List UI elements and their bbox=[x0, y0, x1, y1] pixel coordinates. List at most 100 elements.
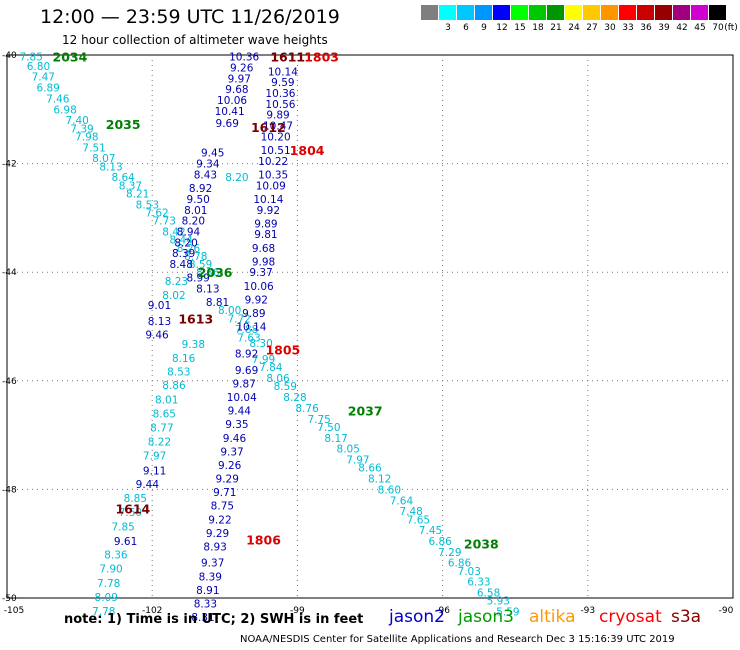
data-point-jason3: 6.86 bbox=[448, 558, 472, 570]
data-point-jason3: 7.46 bbox=[46, 93, 70, 105]
x-tick-label: -99 bbox=[290, 606, 305, 616]
data-point-jason2: 10.06 bbox=[217, 95, 247, 107]
data-point-jason2: 9.81 bbox=[254, 229, 277, 241]
data-point-jason3: 8.36 bbox=[104, 550, 128, 562]
legend-swatch-label: 9 bbox=[481, 23, 487, 33]
data-point-jason3: 8.66 bbox=[358, 463, 382, 475]
data-point-jason2: 9.45 bbox=[201, 148, 224, 160]
data-point-jason2: 9.69 bbox=[235, 365, 258, 377]
track-label: 2036 bbox=[198, 265, 233, 280]
data-point-jason2: 9.50 bbox=[186, 194, 209, 206]
legend-swatch-label: 6 bbox=[463, 23, 469, 33]
data-point-jason2: 8.99 bbox=[186, 273, 209, 285]
track-label: 1613 bbox=[178, 311, 213, 326]
track-label: 2035 bbox=[106, 117, 141, 132]
data-point-jason3: 6.86 bbox=[428, 536, 452, 548]
data-point-jason2: 9.01 bbox=[148, 300, 171, 312]
data-point-jason2: 8.31 bbox=[191, 612, 214, 624]
data-point-jason3: 8.59 bbox=[274, 381, 297, 393]
data-point-jason3: 7.64 bbox=[390, 495, 414, 507]
x-tick-label: -105 bbox=[4, 606, 24, 616]
legend-swatch bbox=[421, 5, 438, 20]
data-point-jason3: 7.45 bbox=[419, 525, 442, 537]
footer-note: note: 1) Time is in UTC; 2) SWH is in fe… bbox=[64, 612, 364, 627]
data-point-jason2: 10.41 bbox=[215, 106, 245, 118]
data-point-jason3: 8.02 bbox=[162, 290, 185, 302]
data-point-jason3: 8.64 bbox=[111, 172, 135, 184]
data-point-jason3: 6.58 bbox=[477, 588, 500, 600]
data-point-jason2: 9.46 bbox=[223, 433, 247, 445]
x-tick-label: -90 bbox=[719, 606, 734, 616]
legend-swatch bbox=[475, 5, 492, 20]
data-point-jason2: 9.46 bbox=[145, 330, 169, 342]
satellite-legend-cryosat: cryosat bbox=[599, 607, 662, 627]
data-point-jason2: 10.04 bbox=[227, 392, 257, 404]
data-point-jason3: 7.63 bbox=[237, 332, 260, 344]
legend-unit: (ft) bbox=[724, 23, 738, 33]
legend-swatch-label: 36 bbox=[640, 23, 652, 33]
page-subtitle: 12 hour collection of altimeter wave hei… bbox=[62, 33, 328, 47]
y-tick-label: -40 bbox=[2, 51, 17, 61]
data-point-jason2: 9.61 bbox=[114, 536, 137, 548]
legend-swatch bbox=[709, 5, 726, 20]
data-point-jason3: 8.85 bbox=[124, 493, 147, 505]
data-point-jason2: 9.26 bbox=[230, 62, 254, 74]
data-point-jason3: 7.90 bbox=[99, 564, 122, 576]
data-point-jason3: 8.17 bbox=[324, 433, 347, 445]
data-point-jason2: 9.35 bbox=[225, 419, 248, 431]
x-tick-label: -102 bbox=[142, 606, 162, 616]
data-point-jason3: 6.80 bbox=[27, 61, 50, 73]
data-point-jason2: 10.47 bbox=[263, 121, 293, 133]
plot-frame bbox=[6, 54, 734, 599]
data-point-jason3: 8.77 bbox=[150, 422, 173, 434]
legend-swatch-label: 39 bbox=[658, 23, 670, 33]
track-label: 1805 bbox=[265, 342, 300, 357]
legend-swatch bbox=[547, 5, 564, 20]
data-point-jason3: 7.75 bbox=[307, 414, 330, 426]
data-point-jason2: 9.37 bbox=[220, 446, 243, 458]
data-point-jason2: 10.14 bbox=[253, 194, 283, 206]
legend-swatch bbox=[619, 5, 636, 20]
x-tick-label: -93 bbox=[580, 606, 595, 616]
data-point-jason3: 8.44 bbox=[170, 235, 194, 247]
data-point-jason3: 7.97 bbox=[143, 451, 166, 463]
data-point-jason2: 8.20 bbox=[182, 216, 205, 228]
data-point-jason3: 8.28 bbox=[283, 392, 306, 404]
data-point-jason2: 8.93 bbox=[203, 541, 226, 553]
track-label: 1612 bbox=[251, 120, 286, 135]
track-label: 1804 bbox=[290, 143, 325, 158]
data-point-jason2: 9.89 bbox=[266, 110, 289, 122]
legend-swatch-label: 30 bbox=[604, 23, 616, 33]
data-point-jason3: 8.65 bbox=[153, 408, 176, 420]
legend-swatch-label: 15 bbox=[514, 23, 526, 33]
data-point-jason3: 7.40 bbox=[65, 115, 88, 127]
data-point-jason2: 9.68 bbox=[225, 84, 248, 96]
legend-swatch bbox=[493, 5, 510, 20]
data-point-jason3: 7.48 bbox=[399, 506, 422, 518]
data-point-jason3: 8.78 bbox=[184, 251, 207, 263]
data-point-jason3: 7.99 bbox=[252, 354, 275, 366]
track-label: 1611 bbox=[270, 50, 305, 65]
data-point-jason3: 8.53 bbox=[136, 199, 159, 211]
track-label: 1614 bbox=[115, 501, 150, 516]
y-tick-label: -50 bbox=[2, 594, 17, 604]
data-point-jason3: 7.85 bbox=[111, 521, 134, 533]
satellite-legend-jason3: jason3 bbox=[458, 607, 514, 627]
data-point-jason3: 8.23 bbox=[165, 276, 188, 288]
legend-swatch bbox=[565, 5, 582, 20]
data-point-jason2: 9.29 bbox=[206, 528, 229, 540]
track-label: 1806 bbox=[246, 532, 281, 547]
data-point-jason2: 8.91 bbox=[196, 585, 219, 597]
satellite-legend-jason2: jason2 bbox=[389, 607, 445, 627]
data-point-jason3: 8.30 bbox=[249, 338, 272, 350]
data-point-jason3: 8.53 bbox=[167, 367, 190, 379]
data-point-jason2: 10.56 bbox=[265, 99, 295, 111]
data-point-jason2: 10.22 bbox=[258, 156, 288, 168]
data-point-jason3: 8.05 bbox=[337, 444, 360, 456]
data-point-jason3: 7.88 bbox=[235, 324, 258, 336]
data-point-jason2: 9.89 bbox=[242, 308, 265, 320]
data-point-jason2: 8.48 bbox=[170, 259, 193, 271]
legend-swatch bbox=[583, 5, 600, 20]
data-point-jason2: 9.92 bbox=[245, 294, 268, 306]
legend-swatch bbox=[691, 5, 708, 20]
